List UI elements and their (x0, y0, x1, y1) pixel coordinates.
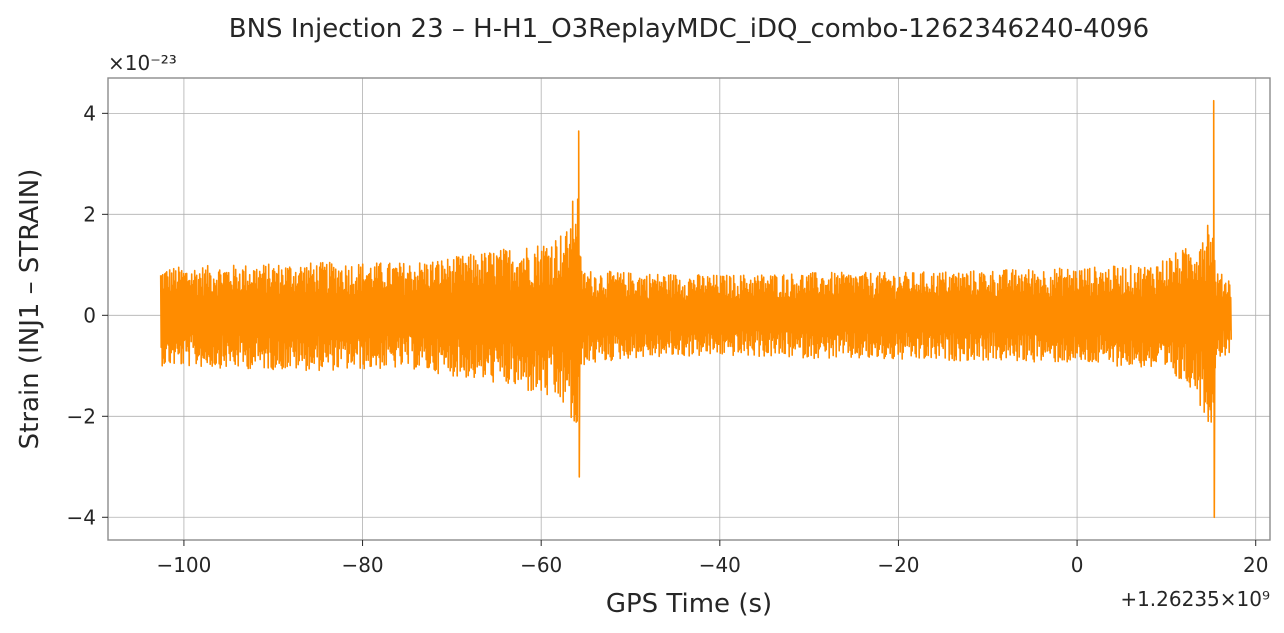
y-tick-label: 0 (83, 303, 96, 327)
y-axis-ticks: −4 −2 0 2 4 (67, 101, 108, 529)
plot-area (159, 99, 1232, 519)
x-tick-label: −40 (699, 553, 741, 577)
x-axis-label: GPS Time (s) (606, 589, 772, 619)
y-tick-label: −4 (67, 505, 96, 529)
x-axis-ticks: −100 −80 −60 −40 −20 0 20 (156, 540, 1268, 577)
x-tick-label: 0 (1071, 553, 1084, 577)
plot-frame (107, 77, 1271, 541)
strain-series-line (159, 99, 1232, 519)
y-scale-multiplier: ×10⁻²³ (108, 51, 177, 75)
x-tick-label: −100 (156, 553, 211, 577)
x-tick-label: −60 (520, 553, 562, 577)
x-tick-label: 20 (1243, 553, 1268, 577)
x-tick-label: −80 (341, 553, 383, 577)
chart-title: BNS Injection 23 – H-H1_O3ReplayMDC_iDQ_… (229, 14, 1149, 44)
y-tick-label: 4 (83, 101, 96, 125)
y-tick-label: 2 (83, 202, 96, 226)
x-tick-label: −20 (877, 553, 919, 577)
y-axis-label: Strain (INJ1 – STRAIN) (15, 169, 45, 450)
y-tick-label: −2 (67, 404, 96, 428)
x-offset-label: +1.26235×10⁹ (1120, 587, 1270, 611)
